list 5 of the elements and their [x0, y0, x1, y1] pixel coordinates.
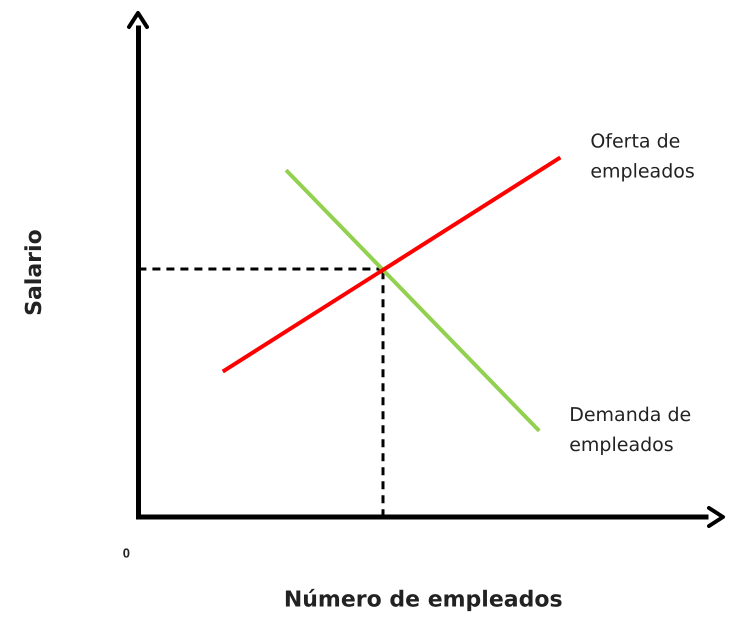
- y-axis-title: Salario: [22, 229, 47, 316]
- text: 0: [122, 545, 130, 560]
- x-axis-title: Número de empleados: [284, 588, 563, 613]
- annotation: Oferta de empleados: [590, 130, 695, 182]
- annotation: Demanda de empleados: [569, 404, 692, 456]
